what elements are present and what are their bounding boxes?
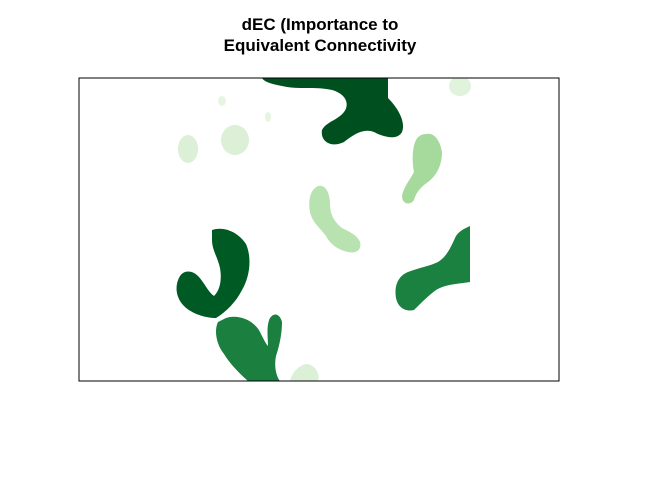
habitat-patches: [176, 78, 471, 381]
patch-right-mid-green: [395, 226, 470, 311]
patch-left-hook-dark: [176, 228, 250, 318]
patch-right-light-drop: [402, 133, 442, 204]
map-title-line-1: dEC (Importance to: [241, 15, 399, 34]
patch-small-pale-3: [449, 78, 471, 96]
patch-top-center-dark: [262, 78, 404, 145]
patch-center-light-drop: [309, 185, 361, 253]
patch-bottom-green: [216, 314, 282, 381]
map-panel-background: [79, 78, 559, 381]
map-title-line-2: Equivalent Connectivity: [223, 36, 417, 55]
patch-small-pale-5: [265, 112, 271, 122]
map-frame: [78, 77, 560, 382]
patch-small-pale-4: [218, 96, 226, 106]
map-title: dEC (Importance to Equivalent Connectivi…: [0, 14, 640, 56]
patch-bottom-pale: [290, 364, 319, 381]
patch-small-pale-1: [221, 125, 249, 155]
patch-small-pale-2: [178, 135, 198, 163]
